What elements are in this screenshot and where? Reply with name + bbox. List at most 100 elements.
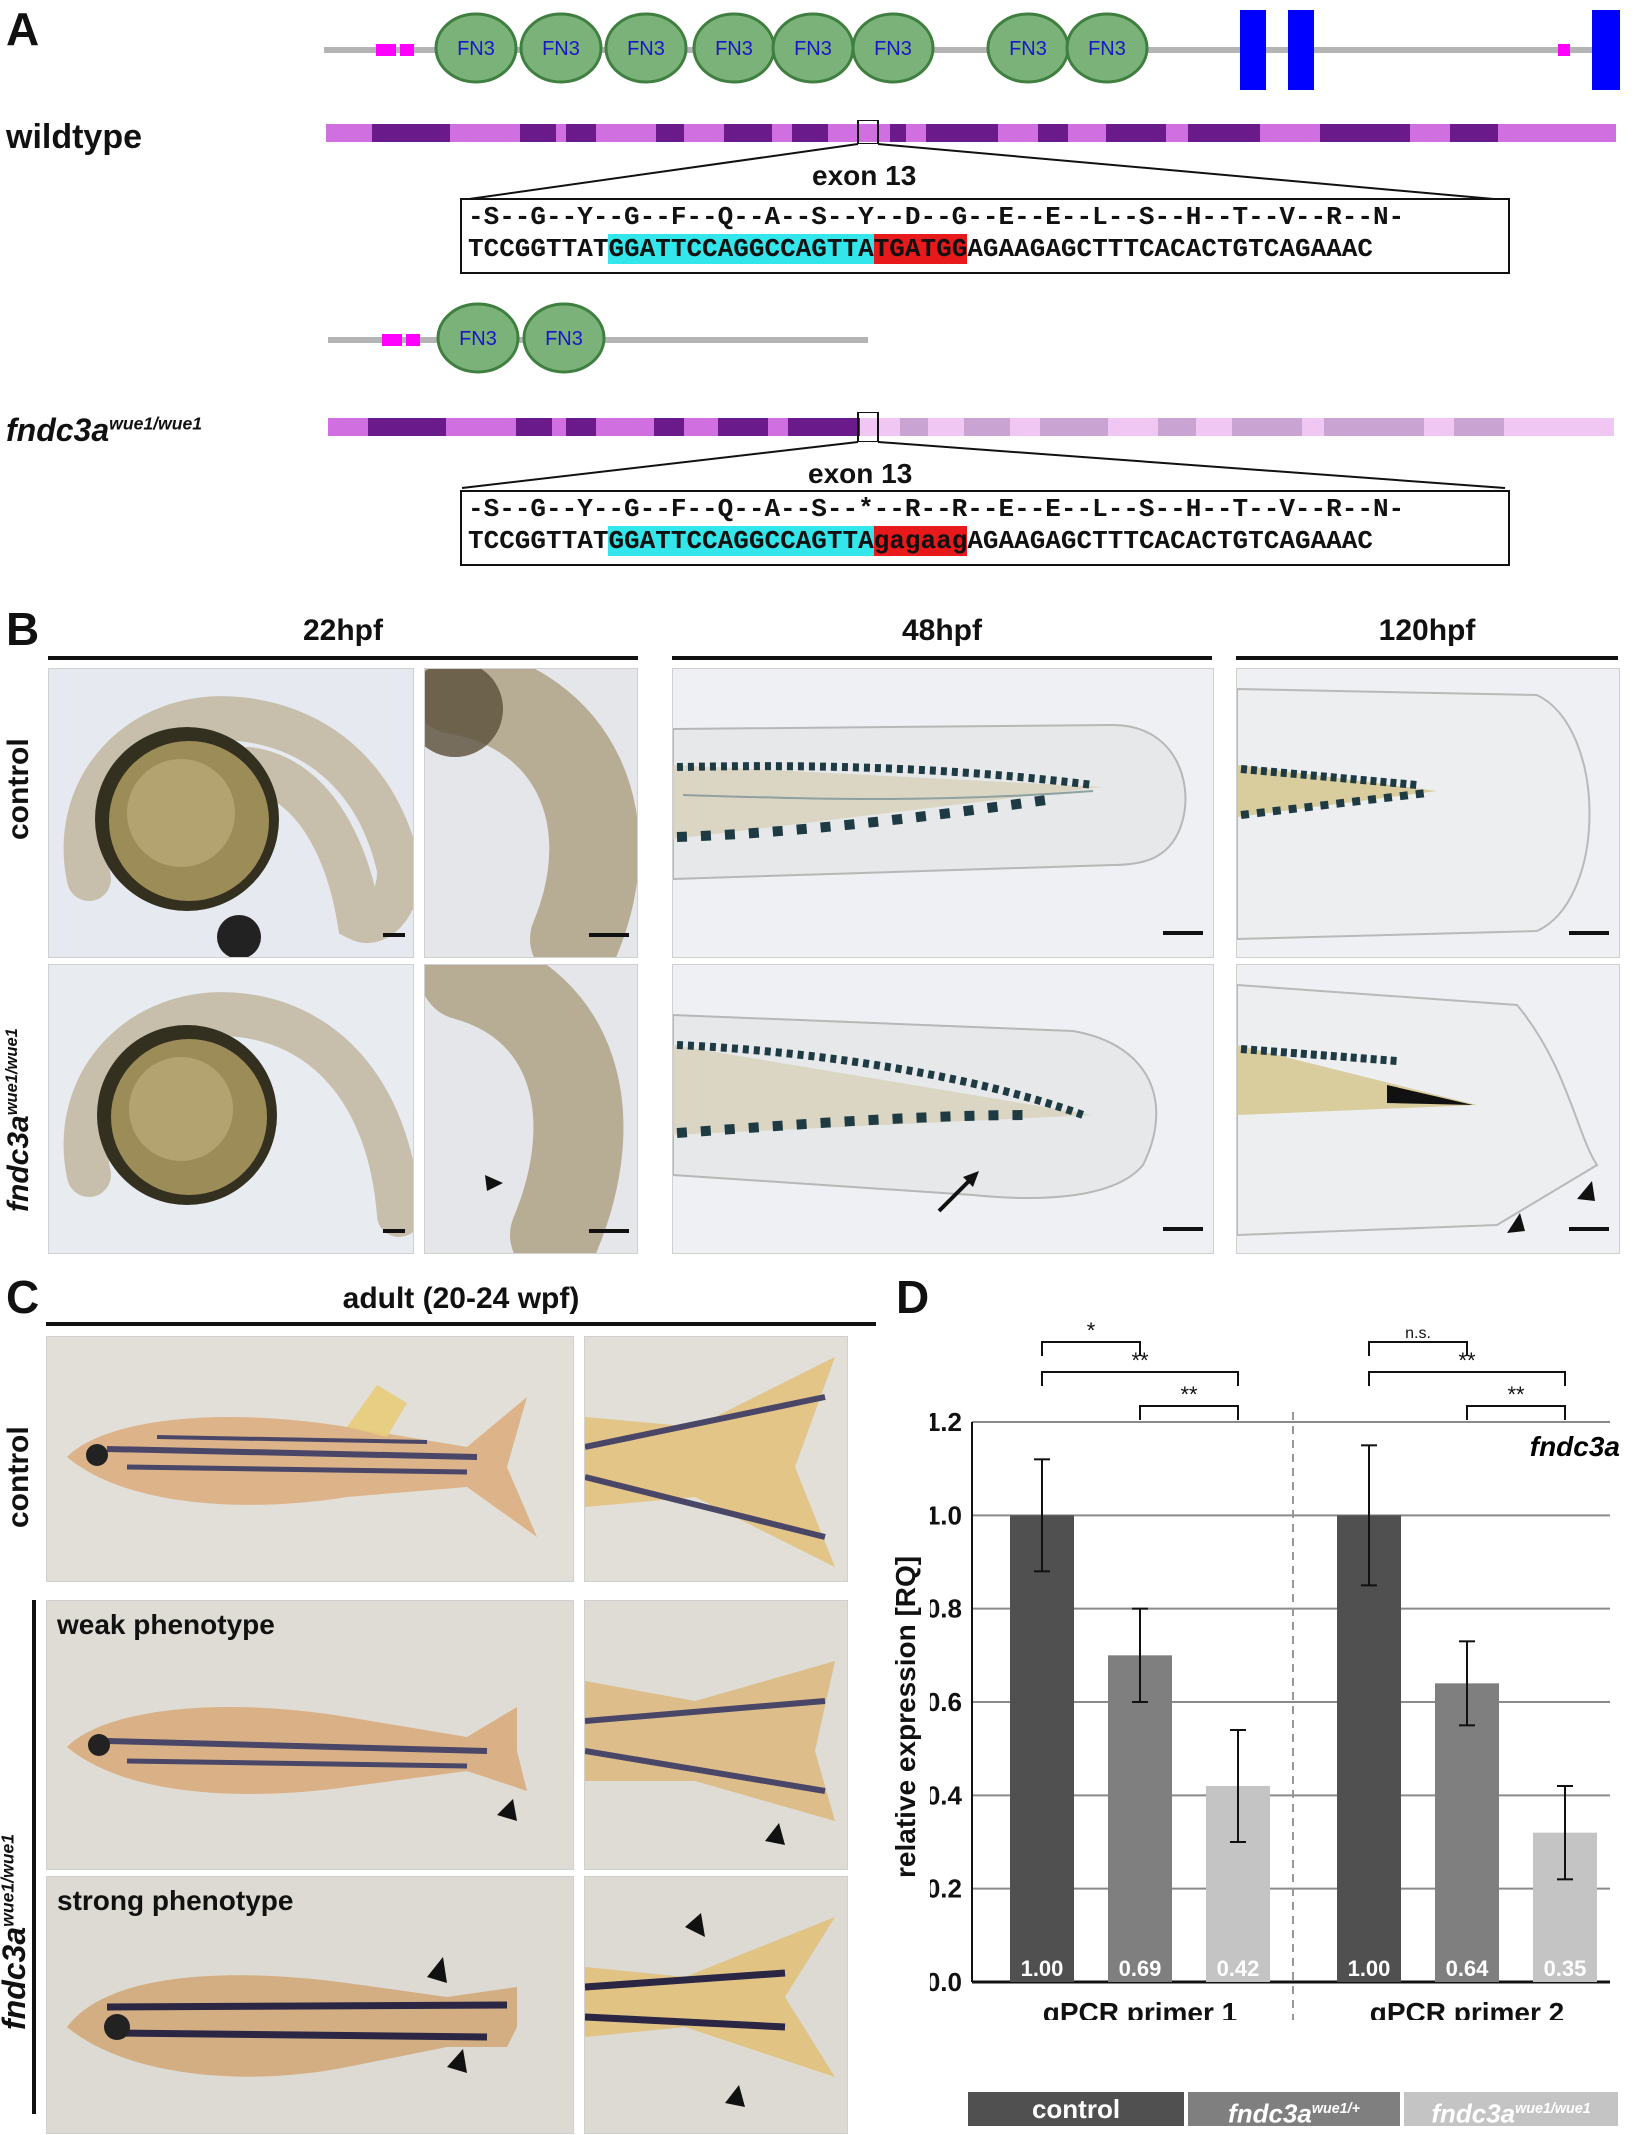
tail-adult-control-image [585, 1357, 835, 1567]
photo-adult-weak: weak phenotype [46, 1600, 574, 1870]
scale-bar [1569, 931, 1609, 935]
bar-value-label: 0.42 [1217, 1956, 1260, 1981]
bar-value-label: 1.00 [1348, 1956, 1391, 1981]
time-22hpf: 22hpf [302, 614, 383, 647]
motif-box [400, 44, 414, 56]
bar [1435, 1683, 1499, 1982]
tail-adult-weak-image [585, 1661, 835, 1845]
adult-title: adult (20-24 wpf) [342, 1282, 580, 1315]
bar [1108, 1655, 1172, 1982]
arrowhead-icon [1507, 1213, 1525, 1233]
significance-label: n.s. [1405, 1325, 1431, 1342]
motif-box [1558, 44, 1570, 56]
wt-exon-label: exon 13 [812, 160, 917, 191]
panel-letter-a: A [6, 3, 40, 55]
fn3-label: FN3 [794, 38, 832, 60]
tail-adult-strong-image [585, 1913, 835, 2107]
tm-box [1240, 10, 1266, 90]
mut-nt-seq: TCCGGTTATGGATTCCAGGCCAGTTAgagaagAGAAGAGC… [468, 526, 1373, 556]
wt-exon-bar [326, 120, 1616, 144]
group-label: qPCR primer 2 [1370, 1997, 1565, 2020]
wildtype-label: wildtype [6, 118, 143, 156]
nt-insertion-red: gagaag [873, 526, 968, 556]
fn3-domain [436, 302, 520, 374]
significance-bracket [1368, 1341, 1468, 1356]
significance-bracket [1139, 1405, 1239, 1420]
row-control-b: control [2, 738, 35, 840]
bar [1010, 1515, 1074, 1982]
scale-bar [589, 933, 629, 937]
rule-120hpf [1236, 656, 1618, 660]
tail-48hpf-control-image [673, 723, 1187, 881]
fn3-domain-group: FN3 FN3 FN3 FN3 FN3 FN3 FN3 FN3 [434, 12, 1149, 84]
time-120hpf: 120hpf [1378, 614, 1476, 647]
panel-letter-d: D [896, 1271, 930, 1323]
bar-value-label: 0.69 [1119, 1956, 1162, 1981]
tail-22hpf-control-image [425, 669, 637, 957]
panel-letter-c: C [6, 1271, 40, 1323]
panel-letter-b: B [6, 603, 40, 655]
bar-value-label: 1.00 [1021, 1956, 1064, 1981]
row-mutant-c: fndc3awue1/wue1 [0, 1833, 32, 2030]
arrowhead-icon [427, 1957, 447, 1983]
tail-22hpf-mutant-image [425, 965, 624, 1253]
rule-22hpf [48, 656, 638, 660]
y-tick-label: 0.8 [930, 1594, 962, 1624]
rule-48hpf [672, 656, 1212, 660]
fn3-domain [434, 12, 518, 84]
fn3-label: FN3 [459, 328, 497, 350]
fn3-label: FN3 [715, 38, 753, 60]
nt-target-cyan: GGATTCCAGGCCAGTTA [608, 526, 874, 556]
y-tick-label: 1.2 [930, 1407, 962, 1437]
arrowhead-icon [447, 2049, 467, 2073]
significance-label: ** [1131, 1348, 1149, 1373]
scale-bar [1163, 1227, 1203, 1231]
motif-box [406, 334, 420, 346]
fn3-domain [1065, 12, 1149, 84]
bar-value-label: 0.35 [1544, 1956, 1587, 1981]
photo-22hpf-control-zoom [424, 668, 638, 958]
exon-13-marker [857, 120, 879, 144]
fn3-label: FN3 [1009, 38, 1047, 60]
photo-adult-weak-zoom [584, 1600, 848, 1870]
photo-22hpf-mutant [48, 964, 414, 1254]
fn3-label: FN3 [1088, 38, 1126, 60]
fn3-domain [851, 12, 935, 84]
time-48hpf: 48hpf [901, 614, 982, 647]
photo-adult-strong-zoom [584, 1876, 848, 2134]
significance-bracket [1041, 1371, 1239, 1386]
exon-13-marker [857, 412, 879, 442]
arrowhead-icon [1577, 1181, 1595, 1201]
strong-label: strong phenotype [57, 1885, 294, 1916]
nt-target-red: TGATGG [873, 234, 968, 264]
bar-value-label: 0.64 [1446, 1956, 1490, 1981]
photo-22hpf-mutant-zoom [424, 964, 638, 1254]
fn3-label: FN3 [545, 328, 583, 350]
mut-zoom-lines [461, 441, 1506, 489]
significance-bracket [1041, 1341, 1141, 1356]
legend-hom: fndc3awue1/wue1 [1404, 2092, 1618, 2129]
photo-adult-control-zoom [584, 1336, 848, 1582]
fn3-label: FN3 [542, 38, 580, 60]
fn3-label: FN3 [874, 38, 912, 60]
scale-bar [383, 1229, 405, 1233]
photo-adult-control [46, 1336, 574, 1582]
row-control-c: control [2, 1426, 35, 1528]
tm-box [1288, 10, 1314, 90]
photo-120hpf-control [1236, 668, 1620, 958]
significance-bracket [1368, 1371, 1566, 1386]
significance-label: * [1087, 1318, 1096, 1343]
mut-sequence-box: -S--G--Y--G--F--Q--A--S--*--R--R--E--E--… [460, 490, 1510, 566]
arrowhead-icon [685, 1913, 705, 1937]
fin-120hpf-mutant-image [1237, 983, 1599, 1237]
wt-aa-seq: -S--G--Y--G--F--Q--A--S--Y--D--G--E--E--… [468, 202, 1405, 232]
arrowhead-icon [963, 1171, 979, 1187]
expression-bar-chart: 0.0 0.2 0.4 0.6 0.8 1.0 1.2 1.00 0.69 0.42 qPCR p… [930, 1318, 1620, 2020]
fn3-domain-group: FN3 FN3 [436, 302, 606, 374]
scale-bar [1569, 1227, 1609, 1231]
photo-adult-strong: strong phenotype [46, 1876, 574, 2134]
arrowhead-icon [485, 1175, 503, 1191]
rule-adult [46, 1322, 876, 1326]
significance-label: ** [1458, 1348, 1476, 1373]
arrowhead-icon [725, 2085, 745, 2107]
